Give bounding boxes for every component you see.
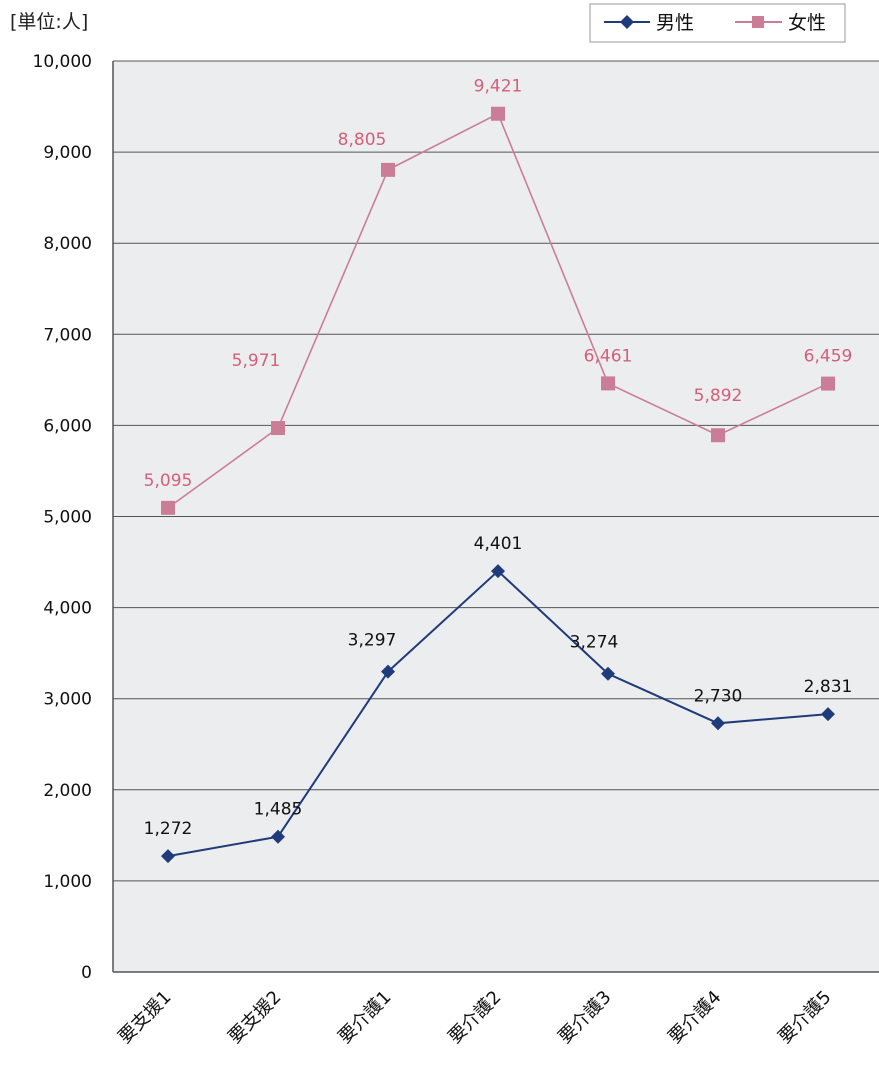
x-axis-categories: 要支援1 要支援2 要介護1 要介護2 要介護3 要介護4 要介護5 (114, 987, 835, 1048)
male-point-marker (601, 666, 615, 681)
square-marker-icon (752, 16, 764, 28)
female-data-label: 9,421 (474, 77, 523, 97)
male-data-label: 3,274 (570, 633, 619, 653)
y-tick-label: 9,000 (43, 143, 92, 163)
y-axis-ticks: 0 1,000 2,000 3,000 4,000 5,000 6,000 7,000 8,00… (33, 52, 92, 983)
x-category-label: 要介護2 (444, 987, 505, 1048)
x-category-label: 要介護5 (774, 987, 835, 1048)
legend-male-label: 男性 (656, 12, 694, 34)
data-labels: 1,272 1,485 3,297 4,401 3,274 2,730 2,831 5,095… (144, 77, 853, 839)
female-data-label: 8,805 (338, 130, 387, 150)
y-tick-label: 3,000 (43, 690, 92, 710)
x-category-label: 要介護4 (664, 987, 725, 1048)
male-data-label: 1,485 (254, 800, 303, 820)
x-category-label: 要支援1 (114, 987, 175, 1048)
male-point-marker (381, 664, 395, 679)
y-tick-label: 8,000 (43, 234, 92, 254)
male-point-marker (161, 849, 175, 864)
y-tick-label: 0 (81, 963, 92, 983)
male-data-label: 3,297 (348, 631, 397, 651)
male-data-label: 1,272 (144, 819, 193, 839)
legend: 男性 女性 (589, 3, 846, 43)
series (161, 106, 835, 864)
y-tick-label: 7,000 (43, 325, 92, 345)
female-point-marker (271, 421, 285, 436)
female-point-marker (161, 500, 175, 515)
female-data-label: 5,971 (232, 351, 281, 371)
male-point-marker (711, 716, 725, 731)
y-tick-label: 4,000 (43, 599, 92, 619)
female-data-label: 5,892 (694, 386, 743, 406)
female-point-marker (601, 376, 615, 391)
male-data-label: 2,730 (694, 686, 743, 706)
male-point-marker (491, 564, 505, 579)
male-data-label: 2,831 (804, 677, 853, 697)
female-point-marker (711, 428, 725, 443)
legend-female-label: 女性 (788, 12, 826, 34)
female-data-label: 6,459 (804, 347, 853, 367)
female-point-marker (381, 162, 395, 177)
y-tick-label: 2,000 (43, 781, 92, 801)
unit-label: [単位:人] (10, 11, 88, 33)
female-point-marker (821, 376, 835, 391)
male-point-marker (821, 707, 835, 722)
gridlines (113, 60, 879, 882)
female-data-label: 6,461 (584, 346, 633, 366)
male-point-marker (271, 829, 285, 844)
female-point-marker (491, 106, 505, 121)
y-tick-label: 1,000 (43, 872, 92, 892)
x-category-label: 要介護3 (554, 987, 615, 1048)
x-category-label: 要支援2 (224, 987, 285, 1048)
male-data-label: 4,401 (474, 534, 523, 554)
y-tick-label: 10,000 (33, 52, 92, 72)
diamond-marker-icon (620, 15, 634, 29)
y-tick-label: 6,000 (43, 416, 92, 436)
y-tick-label: 5,000 (43, 508, 92, 528)
female-data-label: 5,095 (144, 471, 193, 491)
x-category-label: 要介護1 (334, 987, 395, 1048)
